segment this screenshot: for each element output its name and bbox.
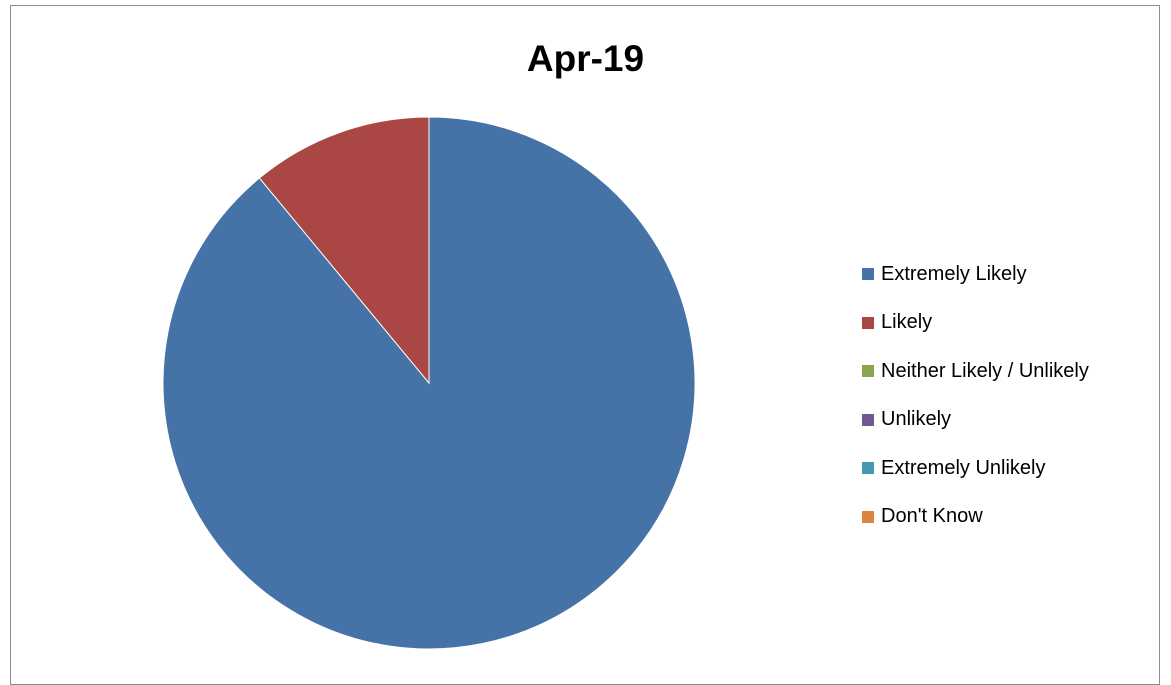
legend-label: Neither Likely / Unlikely bbox=[881, 359, 1089, 382]
legend-swatch bbox=[862, 365, 874, 378]
legend-label: Don't Know bbox=[881, 505, 983, 528]
legend-label: Likely bbox=[881, 311, 933, 334]
legend-label: Extremely Likely bbox=[881, 262, 1027, 285]
chart-title: Apr-19 bbox=[526, 38, 645, 79]
legend-swatch bbox=[862, 316, 874, 329]
legend-item: Neither Likely / Unlikely bbox=[862, 347, 1089, 396]
legend-item: Likely bbox=[862, 299, 1089, 348]
legend: Extremely Likely Likely Neither Likely / U… bbox=[862, 250, 1089, 541]
legend-item: Unlikely bbox=[862, 396, 1089, 445]
legend-item: Extremely Unlikely bbox=[862, 444, 1089, 493]
legend-swatch bbox=[862, 462, 874, 475]
legend-item: Extremely Likely bbox=[862, 250, 1089, 299]
pie-slices bbox=[162, 116, 696, 650]
legend-label: Unlikely bbox=[881, 408, 952, 431]
legend-swatch bbox=[862, 510, 874, 523]
legend-label: Extremely Unlikely bbox=[881, 456, 1046, 479]
legend-swatch bbox=[862, 413, 874, 426]
pie-slice bbox=[258, 116, 430, 385]
legend-item: Don't Know bbox=[862, 493, 1089, 542]
legend-swatch bbox=[862, 268, 874, 281]
